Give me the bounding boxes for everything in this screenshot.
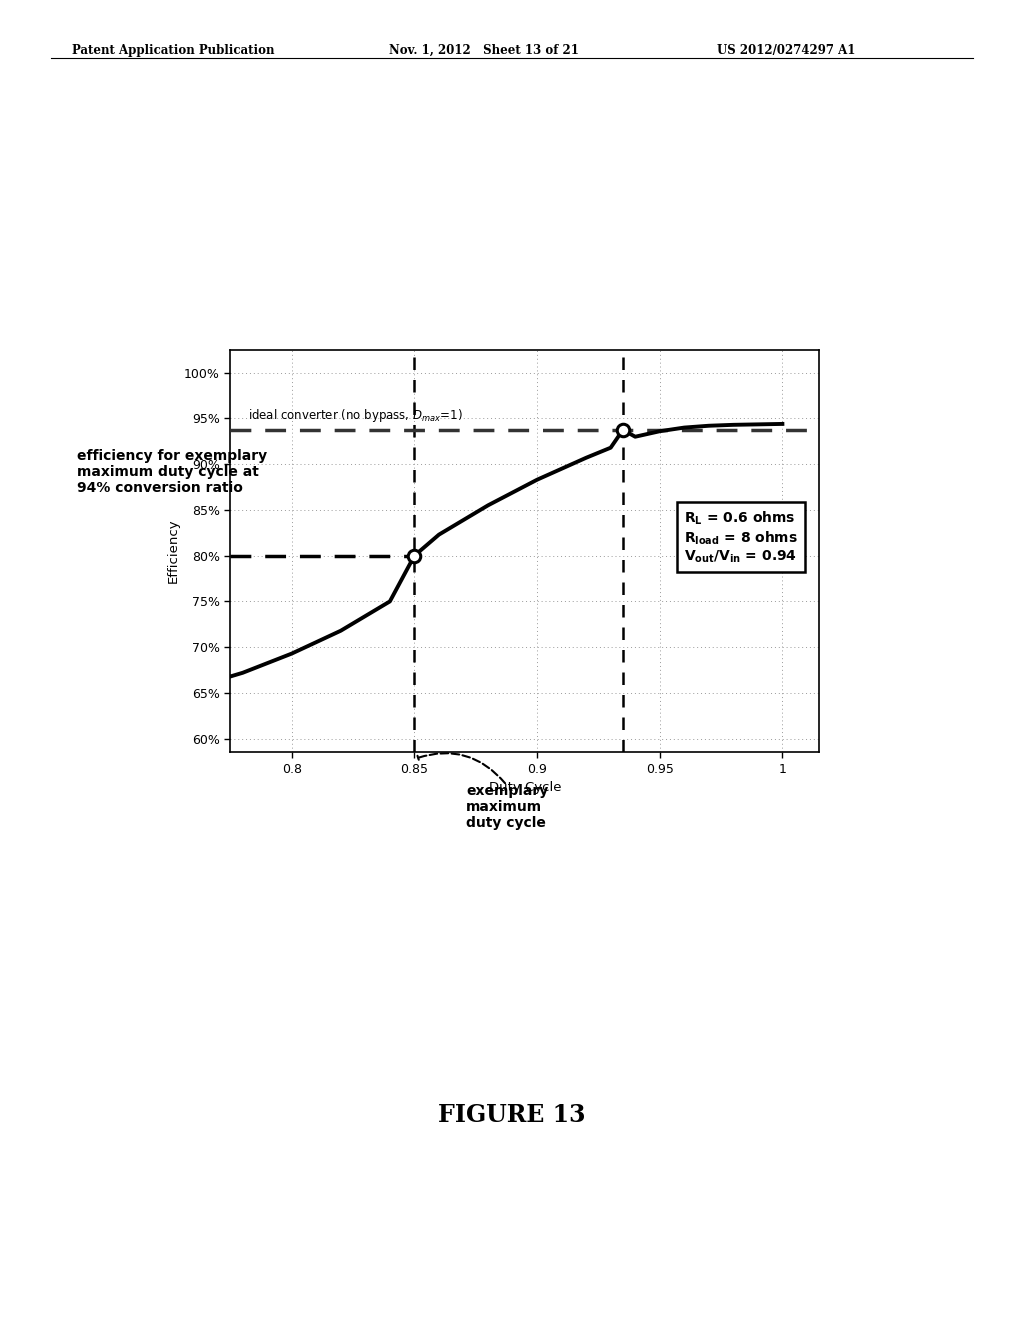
Text: ideal converter (no bypass, $D_{max}$=1): ideal converter (no bypass, $D_{max}$=1) [248, 407, 462, 424]
Y-axis label: Efficiency: Efficiency [167, 519, 180, 583]
Text: exemplary
maximum
duty cycle: exemplary maximum duty cycle [466, 784, 548, 830]
X-axis label: Duty Cycle: Duty Cycle [488, 781, 561, 795]
Text: FIGURE 13: FIGURE 13 [438, 1104, 586, 1127]
Text: US 2012/0274297 A1: US 2012/0274297 A1 [717, 44, 855, 57]
Text: Nov. 1, 2012   Sheet 13 of 21: Nov. 1, 2012 Sheet 13 of 21 [389, 44, 579, 57]
Text: Patent Application Publication: Patent Application Publication [72, 44, 274, 57]
Text: efficiency for exemplary
maximum duty cycle at
94% conversion ratio: efficiency for exemplary maximum duty cy… [77, 449, 267, 495]
Text: $\mathbf{R_L}$ = 0.6 ohms
$\mathbf{R_{load}}$ = 8 ohms
$\mathbf{V_{out}/V_{in}}$: $\mathbf{R_L}$ = 0.6 ohms $\mathbf{R_{lo… [684, 510, 799, 565]
